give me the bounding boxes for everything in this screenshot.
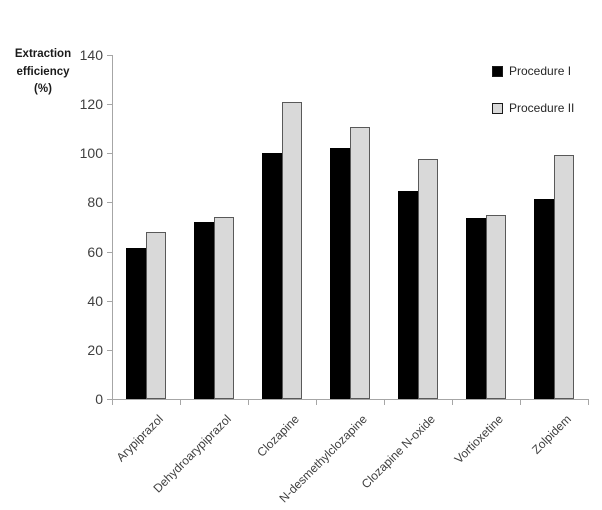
bar-procedure-ii-n-desmethylclozapine — [350, 127, 370, 399]
y-tick-label-140: 140 — [79, 47, 103, 63]
legend-swatch-procedure-ii — [492, 102, 503, 114]
y-tick-label-80: 80 — [87, 194, 103, 211]
bar-procedure-i-vortioxetine — [466, 218, 486, 399]
legend-item-procedure-i: Procedure I — [492, 64, 571, 78]
x-tick-mark-6 — [520, 400, 521, 405]
bar-procedure-i-clozapine — [262, 153, 282, 399]
y-tick-mark-140 — [107, 55, 112, 56]
category-label-arypiprazol: Arypiprazol — [113, 412, 166, 465]
bar-procedure-ii-zolpidem — [554, 154, 574, 399]
y-tick-mark-100 — [107, 153, 112, 155]
x-tick-mark-1 — [180, 400, 181, 405]
bar-procedure-ii-arypiprazol — [146, 231, 166, 399]
y-tick-label-40: 40 — [87, 292, 103, 309]
y-tick-label-0: 0 — [95, 391, 103, 407]
bar-procedure-ii-dehydroarypiprazol — [214, 217, 234, 399]
bar-procedure-ii-clozapine-n-oxide — [418, 159, 438, 399]
legend-label-procedure-ii: Procedure II — [509, 101, 575, 115]
legend-swatch-procedure-i — [492, 65, 503, 77]
legend-label-procedure-i: Procedure I — [509, 64, 572, 78]
legend-item-procedure-ii: Procedure II — [492, 101, 574, 115]
x-tick-mark-7 — [588, 400, 589, 405]
y-tick-label-20: 20 — [87, 341, 103, 358]
x-tick-mark-5 — [452, 400, 453, 405]
x-tick-mark-3 — [316, 400, 317, 405]
bar-procedure-i-clozapine-n-oxide — [398, 191, 418, 399]
category-label-clozapine-n-oxide: Clozapine N-oxide — [358, 412, 438, 492]
x-tick-mark-2 — [248, 400, 249, 405]
y-tick-mark-120 — [107, 104, 112, 106]
category-label-vortioxetine: Vortioxetine — [451, 412, 506, 467]
bar-procedure-i-dehydroarypiprazol — [194, 222, 214, 399]
x-tick-mark-0 — [112, 400, 113, 405]
bar-procedure-ii-vortioxetine — [486, 214, 506, 399]
bar-procedure-ii-clozapine — [282, 101, 302, 399]
y-tick-label-60: 60 — [87, 243, 103, 260]
y-tick-label-120: 120 — [79, 96, 103, 113]
y-tick-mark-20 — [107, 349, 112, 351]
x-tick-mark-4 — [384, 400, 385, 405]
y-axis-title: Extraction efficiency (%) — [14, 48, 72, 95]
y-tick-label-100: 100 — [79, 145, 103, 162]
category-label-zolpidem: Zolpidem — [529, 412, 574, 457]
bar-procedure-i-n-desmethylclozapine — [330, 148, 350, 399]
bar-procedure-i-zolpidem — [534, 198, 554, 399]
y-tick-mark-80 — [107, 202, 112, 204]
y-tick-mark-0 — [107, 399, 112, 400]
category-label-clozapine: Clozapine — [254, 412, 302, 460]
y-tick-mark-40 — [107, 300, 112, 302]
y-tick-mark-60 — [107, 251, 112, 253]
bar-procedure-i-arypiprazol — [126, 247, 146, 399]
